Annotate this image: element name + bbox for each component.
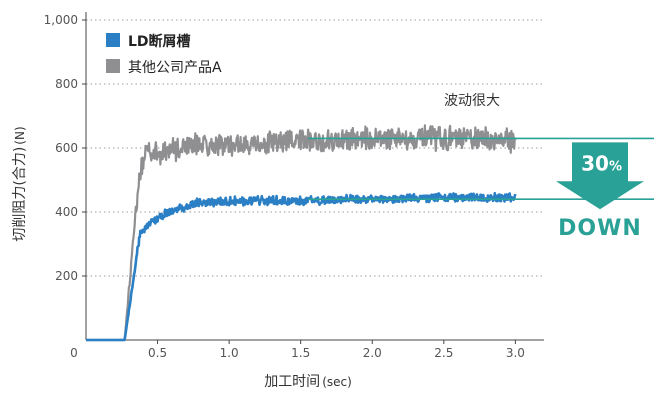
x-tick-label: 2.5 — [434, 346, 453, 360]
reduction-percent: 30% — [581, 151, 622, 175]
series-line-ld-breaker — [85, 191, 517, 342]
legend-label-other-product-a: 其他公司产品A — [128, 60, 222, 76]
x-tick-label: 1.0 — [220, 346, 239, 360]
x-origin-label: 0 — [70, 346, 78, 360]
y-axis-ticks: 200 400 600 800 1,000 — [44, 13, 86, 283]
x-tick-label: 0.5 — [148, 346, 167, 360]
legend-label-ld-breaker: LD断屑槽 — [128, 33, 191, 50]
series-line-other-product-a — [85, 124, 517, 342]
legend-swatch-ld-breaker — [106, 33, 120, 47]
y-tick-label: 600 — [55, 141, 78, 155]
fluctuation-note: 波动很大 — [444, 93, 500, 109]
y-tick-label: 400 — [55, 205, 78, 219]
x-tick-label: 1.5 — [291, 346, 310, 360]
y-tick-label: 800 — [55, 77, 78, 91]
x-tick-label: 2.0 — [363, 346, 382, 360]
legend-swatch-other-product-a — [106, 59, 120, 73]
x-tick-label: 3.0 — [506, 346, 525, 360]
y-tick-label: 1,000 — [44, 13, 78, 27]
down-arrow-icon — [556, 142, 644, 210]
reduction-label: DOWN — [558, 216, 642, 241]
x-axis-title: 加工时间 (sec) — [264, 374, 352, 390]
legend: LD断屑槽 其他公司产品A — [106, 33, 222, 76]
x-axis-ticks: 0 0.5 1.0 1.5 2.0 2.5 3.0 — [70, 340, 525, 360]
y-axis-title: 切削阻力(合力)(N) — [12, 126, 28, 241]
y-tick-label: 200 — [55, 269, 78, 283]
